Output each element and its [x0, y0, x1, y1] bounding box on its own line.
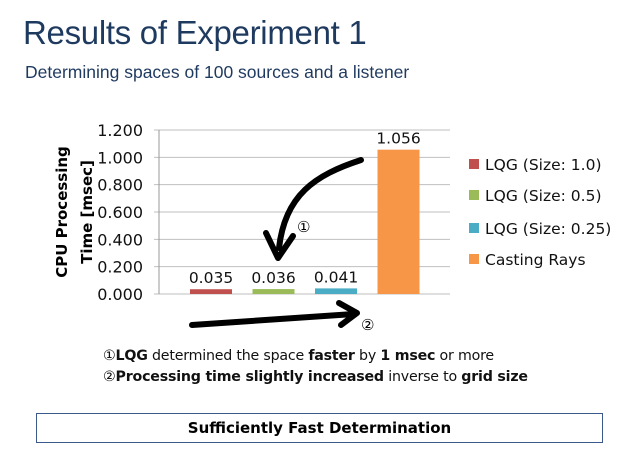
note-emphasis: Processing time slightly increased — [115, 369, 385, 385]
legend-item-4: Casting Rays — [469, 251, 586, 269]
notes: ①LQG determined the space faster by 1 ms… — [103, 346, 528, 388]
bar-4 — [377, 149, 420, 294]
bars — [190, 149, 420, 294]
note-emphasis: 1 msec — [380, 348, 436, 364]
annotation-arrow-1: ① — [263, 157, 364, 261]
legend-swatch — [469, 254, 479, 264]
note-1: ①LQG determined the space faster by 1 ms… — [103, 346, 528, 367]
conclusion-box: Sufficiently Fast Determination — [36, 413, 603, 443]
legend-label: LQG (Size: 0.5) — [485, 187, 602, 205]
data-label-2: 0.036 — [251, 269, 295, 287]
y-tick-label: 0.000 — [97, 285, 143, 304]
note-text: inverse to — [383, 369, 462, 385]
legend-item-2: LQG (Size: 0.5) — [469, 187, 602, 205]
y-tick-label: 0.200 — [97, 258, 143, 277]
y-axis-label-line-1: CPU Processing — [53, 146, 71, 278]
annotation-arrow-2: ② — [189, 300, 374, 334]
y-tick-label: 1.200 — [97, 121, 143, 140]
y-tick-label: 0.400 — [97, 230, 143, 249]
y-tick-label: 0.800 — [97, 176, 143, 195]
legend-item-1: LQG (Size: 1.0) — [469, 156, 602, 174]
data-labels: 0.035 0.036 0.041 1.056 — [189, 130, 421, 288]
data-label-4: 1.056 — [376, 130, 420, 148]
note-text: by — [354, 348, 381, 364]
legend-label: LQG (Size: 1.0) — [485, 156, 602, 174]
legend: LQG (Size: 1.0) LQG (Size: 0.5) LQG (Size:… — [469, 156, 611, 269]
y-axis-label-line-2: Time [msec] — [78, 160, 96, 264]
legend-item-3: LQG (Size: 0.25) — [469, 220, 611, 238]
bar-3 — [315, 288, 357, 294]
note-marker: ① — [103, 348, 116, 364]
note-text: determined the space — [147, 348, 309, 364]
note-emphasis: grid size — [461, 369, 528, 385]
legend-swatch — [469, 223, 479, 233]
legend-label: LQG (Size: 0.25) — [485, 220, 611, 238]
note-marker: ② — [103, 369, 116, 385]
data-label-3: 0.041 — [314, 268, 358, 286]
bar-1 — [190, 289, 232, 294]
note-text: or more — [435, 348, 495, 364]
note-emphasis: faster — [308, 348, 355, 364]
legend-swatch — [469, 159, 479, 169]
y-axis-ticks: 0.000 0.200 0.400 0.600 0.800 1.000 1.200 — [97, 121, 143, 304]
legend-label: Casting Rays — [485, 251, 586, 269]
annotation-marker-1: ① — [297, 218, 310, 236]
y-axis-label: CPU Processing Time [msec] — [53, 146, 96, 278]
note-emphasis: LQG — [115, 348, 148, 364]
note-2: ②Processing time slightly increased inve… — [103, 367, 528, 388]
legend-swatch — [469, 190, 479, 200]
data-label-1: 0.035 — [189, 269, 233, 287]
slide-title: Results of Experiment 1 — [23, 14, 367, 51]
bar-2 — [252, 289, 295, 294]
y-tick-label: 0.600 — [97, 203, 143, 222]
y-tick-label: 1.000 — [97, 148, 143, 167]
slide-subtitle: Determining spaces of 100 sources and a … — [25, 62, 410, 82]
annotation-marker-2: ② — [361, 316, 374, 334]
